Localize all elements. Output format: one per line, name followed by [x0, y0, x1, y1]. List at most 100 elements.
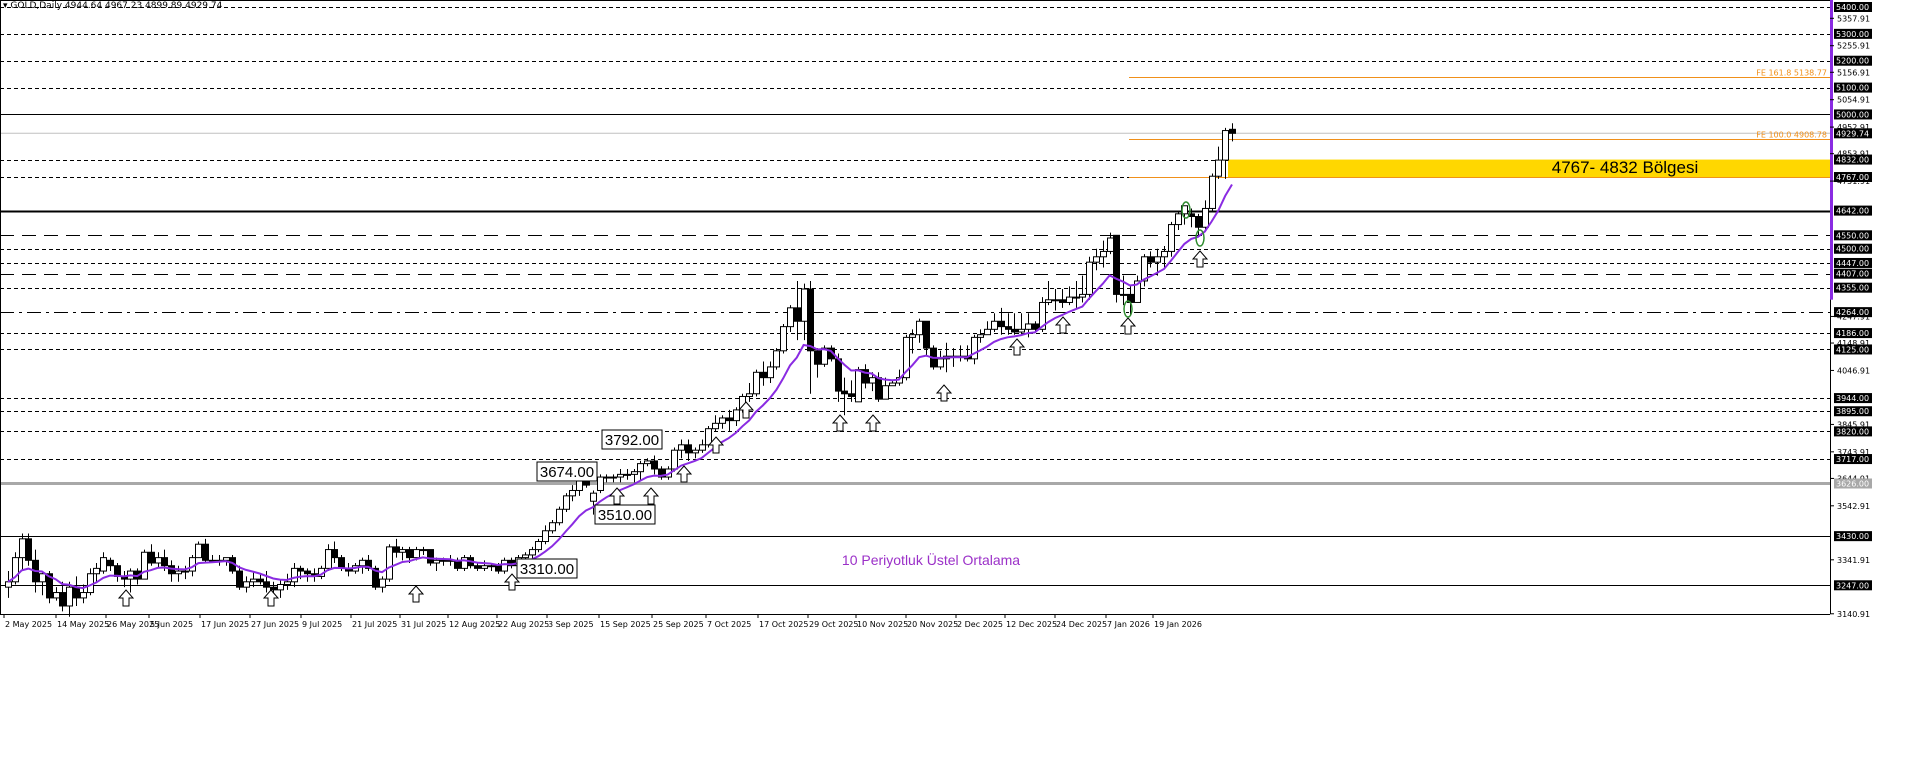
y-tick-label: 5255.91 [1837, 42, 1870, 51]
candle [474, 565, 481, 569]
price-label-box [1834, 172, 1872, 183]
candle [869, 377, 876, 384]
candle [386, 546, 393, 580]
price-label-box [1834, 268, 1872, 279]
x-tick-label: 24 Dec 2025 [1056, 620, 1107, 629]
candle [522, 554, 529, 559]
candle [495, 565, 502, 572]
price-label-box [1834, 344, 1872, 355]
candle [1222, 130, 1229, 161]
candle [461, 557, 468, 569]
candle [637, 463, 644, 473]
candle [787, 307, 794, 328]
price-callout-label: 3674.00 [540, 464, 594, 481]
x-tick-label: 2 Dec 2025 [957, 620, 1003, 629]
price-label-box [1834, 328, 1872, 339]
candle [1141, 256, 1148, 282]
highlight-circle [1181, 201, 1191, 219]
x-tick-label: 3 Sep 2025 [548, 620, 594, 629]
price-axis[interactable]: 5357.91 5255.91 5156.91 5054.91 4952.91 4853.… [1830, 2, 1872, 619]
price-label: 3626.00 [1836, 479, 1869, 488]
candle [760, 371, 767, 379]
price-label: 4125.00 [1836, 345, 1869, 354]
candle [712, 422, 719, 430]
up-arrow-icon [935, 384, 953, 402]
highlight-circle [1195, 229, 1205, 247]
candle [841, 390, 848, 395]
candle [46, 573, 53, 599]
x-tick-label: 17 Oct 2025 [759, 620, 808, 629]
price-label: 5300.00 [1836, 30, 1869, 39]
price-label-box [1834, 580, 1872, 591]
candle [569, 489, 576, 497]
candle [977, 334, 984, 338]
candle [427, 549, 434, 564]
candle [420, 549, 427, 552]
up-arrow-icon [117, 589, 135, 607]
candle [848, 393, 855, 397]
price-label: 4447.00 [1836, 259, 1869, 268]
candle [1120, 293, 1127, 296]
price-scale-bar [1830, 0, 1833, 300]
price-label: 3247.00 [1836, 581, 1869, 590]
candle [835, 358, 842, 392]
x-tick-label: 5 Jun 2025 [150, 620, 193, 629]
candle [243, 581, 250, 588]
candle [1113, 234, 1120, 295]
candle [773, 350, 780, 368]
up-arrow-icon [864, 414, 882, 432]
candle [488, 565, 495, 568]
candle [705, 428, 712, 446]
chart-menu-icon[interactable]: ▾ [3, 1, 11, 11]
zone-rect [1228, 159, 1830, 178]
price-label: 4186.00 [1836, 329, 1869, 338]
x-tick-label: 19 Jan 2026 [1154, 620, 1202, 629]
candle [359, 559, 366, 567]
candle [399, 549, 406, 553]
candle [685, 444, 692, 454]
price-label: 4929.74 [1836, 129, 1869, 138]
price-callouts: 3792.00 3674.00 3510.00 3310.00 [516, 429, 663, 579]
candle [719, 417, 726, 424]
candle [1032, 323, 1039, 330]
price-label: 4407.00 [1836, 270, 1869, 279]
candle [556, 508, 563, 524]
candle [1018, 328, 1025, 333]
price-label: 3717.00 [1836, 455, 1869, 464]
candle [617, 473, 624, 478]
x-tick-label: 2 May 2025 [5, 620, 52, 629]
x-tick-label: 9 Jul 2025 [302, 620, 342, 629]
candle [1093, 256, 1100, 263]
candle [100, 557, 107, 572]
candle [1175, 213, 1182, 226]
candle [692, 449, 699, 454]
chart-frame [0, 0, 1833, 615]
green-circles [1123, 201, 1205, 318]
candlesticks [5, 123, 1236, 617]
candle [257, 578, 264, 583]
candle [1202, 207, 1209, 228]
candle [501, 559, 508, 572]
chart-title: ▾ GOLD,Daily 4944.64 4967.23 4899.89 492… [3, 1, 222, 11]
candle [250, 578, 257, 583]
price-label-box [1834, 128, 1872, 139]
candle [1215, 159, 1222, 177]
price-label-box [1834, 478, 1872, 489]
candle [651, 460, 658, 470]
price-label-box [1834, 454, 1872, 465]
candle [297, 567, 304, 572]
candle [753, 371, 760, 395]
candle [1168, 224, 1175, 252]
y-tick-label: 5357.91 [1837, 14, 1870, 23]
candle [542, 530, 549, 543]
candle [141, 551, 148, 580]
candle [59, 592, 66, 607]
candle [1052, 299, 1059, 302]
up-arrow-icon [407, 585, 425, 603]
target-zone: 4767- 4832 Bölgesi [1228, 158, 1830, 178]
candle [937, 358, 944, 368]
candle [53, 592, 60, 599]
candle [862, 369, 869, 384]
